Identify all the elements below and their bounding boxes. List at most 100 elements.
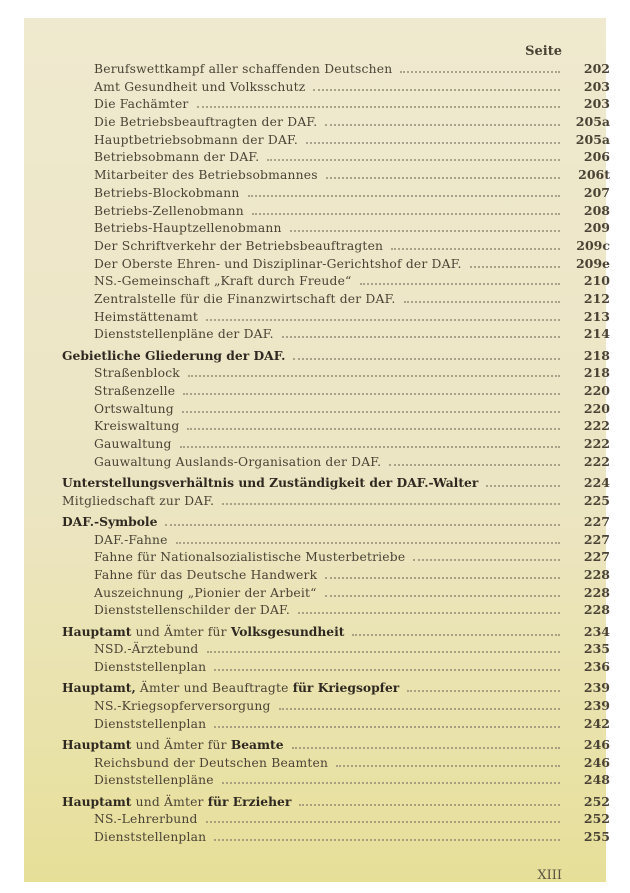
dot-leader — [336, 764, 560, 767]
toc-entry: NS.-Lehrerbund 252 — [62, 811, 610, 829]
dot-leader — [221, 782, 560, 785]
title-segment: Zentralstelle für die Finanzwirtschaft d… — [94, 291, 396, 306]
toc-entry-title: Der Schriftverkehr der Betriebsbeauftrag… — [94, 239, 383, 253]
title-segment: Auszeichnung „Pionier der Arbeit“ — [94, 585, 317, 600]
toc-entry: DAF.-Fahne 227 — [62, 532, 610, 550]
title-segment: Dienststellenplan — [94, 716, 207, 731]
dot-leader — [196, 106, 560, 109]
dot-leader — [175, 541, 560, 544]
toc-entry-page: 209c — [576, 237, 610, 253]
toc-entry-page: 209 — [583, 220, 610, 236]
title-segment: Dienststellenschilder der DAF. — [94, 603, 290, 618]
toc-entry: Betriebs-Blockobmann 207 — [62, 185, 610, 203]
title-segment: und Ämter — [131, 794, 208, 809]
dot-leader — [289, 230, 560, 233]
title-segment: Die Fachämter — [94, 97, 189, 112]
dot-leader — [214, 669, 560, 672]
toc-entry-title: Hauptamt, Ämter und Beauftragte für Krie… — [62, 680, 399, 695]
toc-entry: Fahne für Nationalsozialistische Musterb… — [62, 549, 610, 567]
title-segment: NS.-Lehrerbund — [94, 812, 198, 827]
toc-entry-page: 202 — [583, 61, 610, 76]
toc-entry-title: Der Oberste Ehren- und Disziplinar-Geric… — [94, 257, 462, 271]
title-segment: Unterstellungsverhältnis und Zuständigke… — [62, 475, 479, 490]
title-segment: DAF.-Fahne — [94, 532, 168, 547]
toc-entry-title: Dienststellenplan — [94, 830, 206, 844]
toc-entry-title: Dienststellenschilder der DAF. — [94, 603, 290, 617]
dot-leader — [206, 318, 560, 321]
dot-leader — [413, 559, 560, 562]
dot-leader — [391, 247, 560, 250]
toc-entry-title: Die Fachämter — [94, 97, 189, 111]
title-segment: Gauwaltung — [94, 437, 172, 452]
toc-entry: Betriebsobmann der DAF. 206 — [62, 149, 610, 167]
toc-entry-page: 255 — [583, 829, 610, 845]
toc-entry-title: Gauwaltung Auslands-Organisation der DAF… — [94, 455, 381, 469]
title-segment: Der Schriftverkehr der Betriebsbeauftrag… — [94, 238, 384, 253]
toc-entry-page: 252 — [583, 793, 610, 809]
toc-entry-page: 228 — [583, 584, 610, 600]
title-segment: Gebietliche Gliederung der DAF. — [62, 347, 286, 363]
toc-entry-page: 213 — [583, 308, 610, 324]
toc-entry-page: 220 — [583, 400, 610, 416]
toc-entry: Kreiswaltung 222 — [62, 418, 610, 436]
toc-entry-title: Mitarbeiter des Betriebsobmannes — [94, 168, 318, 182]
dot-leader — [222, 502, 560, 505]
toc-entry: Mitgliedschaft zur DAF. 225 — [62, 493, 610, 511]
toc-entry-title: Hauptamt und Ämter für Erzieher — [62, 794, 291, 809]
toc-entry-title: NS.-Gemeinschaft „Kraft durch Freude“ — [94, 274, 352, 288]
dot-leader — [325, 177, 560, 180]
title-segment: Kreiswaltung — [94, 419, 180, 434]
toc-entry-page: 246 — [583, 737, 610, 752]
toc-entry: Dienststellenplan 255 — [62, 829, 610, 847]
toc-section-heading: DAF.-Symbole 227 — [62, 514, 610, 532]
dot-leader — [324, 594, 560, 597]
toc-entry-page: 227 — [583, 531, 610, 547]
toc-entry-page: 206t — [578, 167, 610, 183]
toc-entry-title: Gauwaltung — [94, 437, 172, 451]
title-segment: für Kriegsopfer — [292, 680, 400, 696]
toc-entry: Fahne für das Deutsche Handwerk 228 — [62, 567, 610, 585]
toc-entry-title: Dienststellenpläne der DAF. — [94, 327, 274, 341]
toc-entry-page: 246 — [583, 754, 610, 770]
table-of-contents: Berufswettkampf aller schaffenden Deutsc… — [62, 61, 610, 847]
toc-entry: Die Fachämter 203 — [62, 96, 610, 114]
toc-entry-title: Unterstellungsverhältnis und Zuständigke… — [62, 475, 478, 490]
dot-leader — [291, 747, 560, 749]
toc-entry-title: NS.-Lehrerbund — [94, 812, 198, 826]
title-segment: Hauptbetriebsobmann der DAF. — [94, 132, 298, 147]
toc-entry-title: Hauptamt und Ämter für Volksgesundheit — [62, 624, 344, 639]
toc-entry: Betriebs-Hauptzellenobmann 209 — [62, 220, 610, 238]
toc-section-heading: Unterstellungsverhältnis und Zuständigke… — [62, 475, 610, 493]
toc-entry-title: NSD.-Ärztebund — [94, 642, 199, 656]
toc-entry-title: Fahne für Nationalsozialistische Musterb… — [94, 550, 405, 564]
toc-entry-title: Straßenblock — [94, 366, 180, 380]
title-segment: Hauptamt — [62, 793, 132, 809]
title-segment: Amt Gesundheit und Volksschutz — [94, 79, 306, 94]
toc-entry: Der Oberste Ehren- und Disziplinar-Geric… — [62, 256, 610, 274]
dot-leader — [469, 265, 560, 268]
toc-entry: Betriebs-Zellenobmann 208 — [62, 203, 610, 221]
toc-entry: Heimstättenamt 213 — [62, 309, 610, 327]
title-segment: und Ämter für — [131, 738, 231, 752]
book-page: Seite Berufswettkampf aller schaffenden … — [24, 18, 610, 883]
toc-entry-title: Betriebs-Blockobmann — [94, 186, 240, 200]
dot-leader — [251, 212, 560, 215]
toc-entry: Der Schriftverkehr der Betriebsbeauftrag… — [62, 238, 610, 256]
toc-entry-page: 227 — [583, 549, 610, 565]
toc-entry-page: 224 — [583, 475, 610, 490]
toc-section-heading: Hauptamt und Ämter für Beamte 246 — [62, 737, 610, 755]
toc-entry-page: 218 — [583, 347, 610, 363]
toc-entry-page: 205a — [575, 114, 610, 130]
title-segment: Ämter und Beauftragte — [135, 681, 293, 696]
toc-entry-page: 239 — [583, 698, 610, 714]
toc-entry-page: 218 — [583, 365, 610, 381]
title-segment: Mitgliedschaft zur DAF. — [62, 493, 215, 508]
toc-entry-title: Zentralstelle für die Finanzwirtschaft d… — [94, 292, 396, 306]
toc-entry-page: 210 — [583, 273, 610, 289]
toc-entry-title: Kreiswaltung — [94, 419, 179, 433]
title-segment: NS.-Gemeinschaft „Kraft durch Freude“ — [94, 274, 352, 289]
page-column-label: Seite — [525, 44, 562, 59]
toc-entry-title: Dienststellenpläne — [94, 773, 214, 787]
dot-leader — [214, 839, 560, 842]
toc-entry-title: DAF.-Symbole — [62, 514, 157, 529]
